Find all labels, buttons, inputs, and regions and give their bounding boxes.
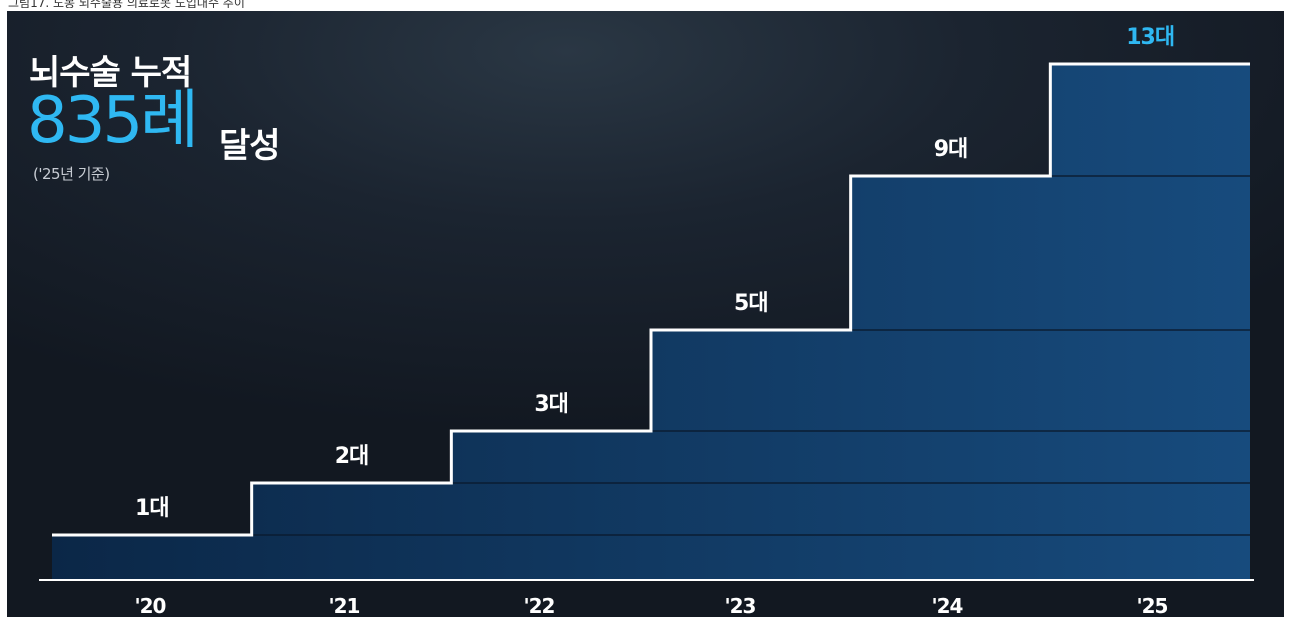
headline-note: ('25년 기준) bbox=[33, 165, 110, 183]
headline-number: 835례 bbox=[27, 84, 199, 158]
x-tick-label: '24 bbox=[932, 594, 963, 617]
x-tick-label: '20 bbox=[135, 594, 166, 617]
value-label: 2대 bbox=[335, 444, 369, 469]
x-tick-label: '23 bbox=[725, 594, 756, 617]
x-tick-label: '25 bbox=[1137, 594, 1168, 617]
step-chart: 1대 2대 3대 5대 9대 13대 '20 '21 '22 '23 '24 '25 bbox=[39, 25, 1254, 617]
value-label: 5대 bbox=[734, 291, 768, 316]
x-tick-label: '22 bbox=[524, 594, 555, 617]
value-label: 13대 bbox=[1126, 25, 1174, 50]
headline-title: 뇌수술 누적 bbox=[29, 53, 192, 93]
value-label: 9대 bbox=[934, 137, 968, 162]
x-tick-label: '21 bbox=[329, 594, 360, 617]
headline-achieved: 달성 bbox=[219, 126, 281, 166]
step-line bbox=[52, 62, 1250, 537]
chart-panel: 뇌수술 누적 835례 달성 ('25년 기준) 1대 2대 3대 5대 9대 13대 '… bbox=[7, 11, 1284, 617]
value-label: 1대 bbox=[135, 496, 169, 521]
figure-caption: 그림17. 도봉 뇌수술용 의료로봇 도입대수 추이 bbox=[8, 0, 245, 8]
step-area bbox=[52, 64, 1250, 579]
value-label: 3대 bbox=[534, 392, 568, 417]
